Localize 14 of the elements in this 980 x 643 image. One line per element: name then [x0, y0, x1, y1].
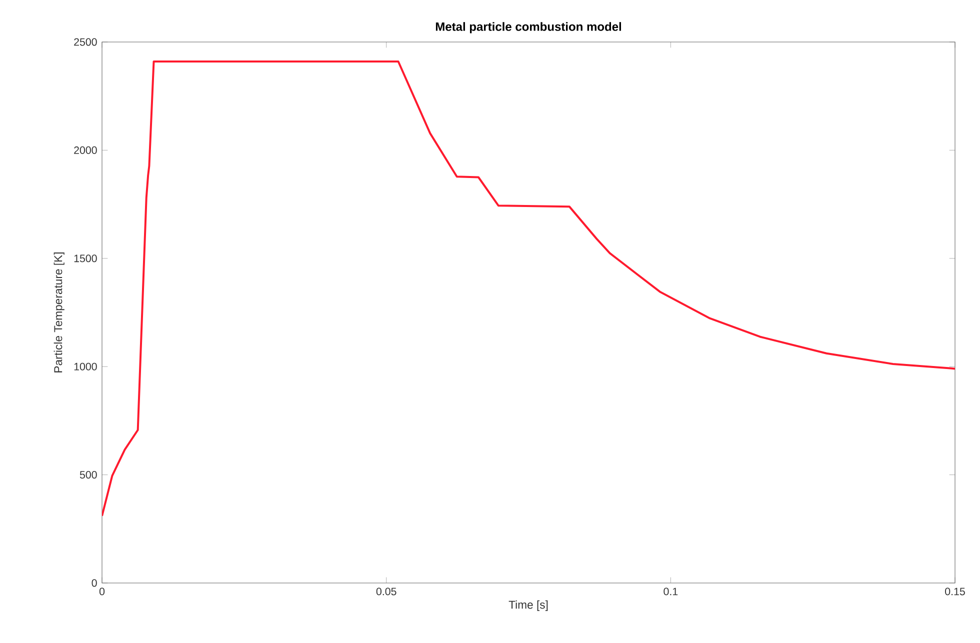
y-tick-label: 1500 — [74, 254, 97, 262]
y-tick-label: 0 — [92, 579, 97, 587]
y-tick-label: 2000 — [74, 146, 97, 154]
line-series — [102, 60, 956, 517]
y-tick-label: 1000 — [74, 362, 97, 370]
chart-title: Metal particle combustion model — [436, 22, 622, 34]
y-axis-title: Particle Temperature [K] — [54, 252, 64, 372]
y-tick-label: 2500 — [74, 38, 97, 46]
x-tick-label: 0.15 — [945, 588, 965, 596]
x-tick-label: 0 — [99, 588, 105, 596]
x-tick-label: 0.05 — [376, 588, 396, 596]
y-tick-label: 500 — [80, 471, 97, 479]
x-tick-label: 0.1 — [664, 588, 678, 596]
x-axis-title: Time [s] — [508, 600, 548, 611]
